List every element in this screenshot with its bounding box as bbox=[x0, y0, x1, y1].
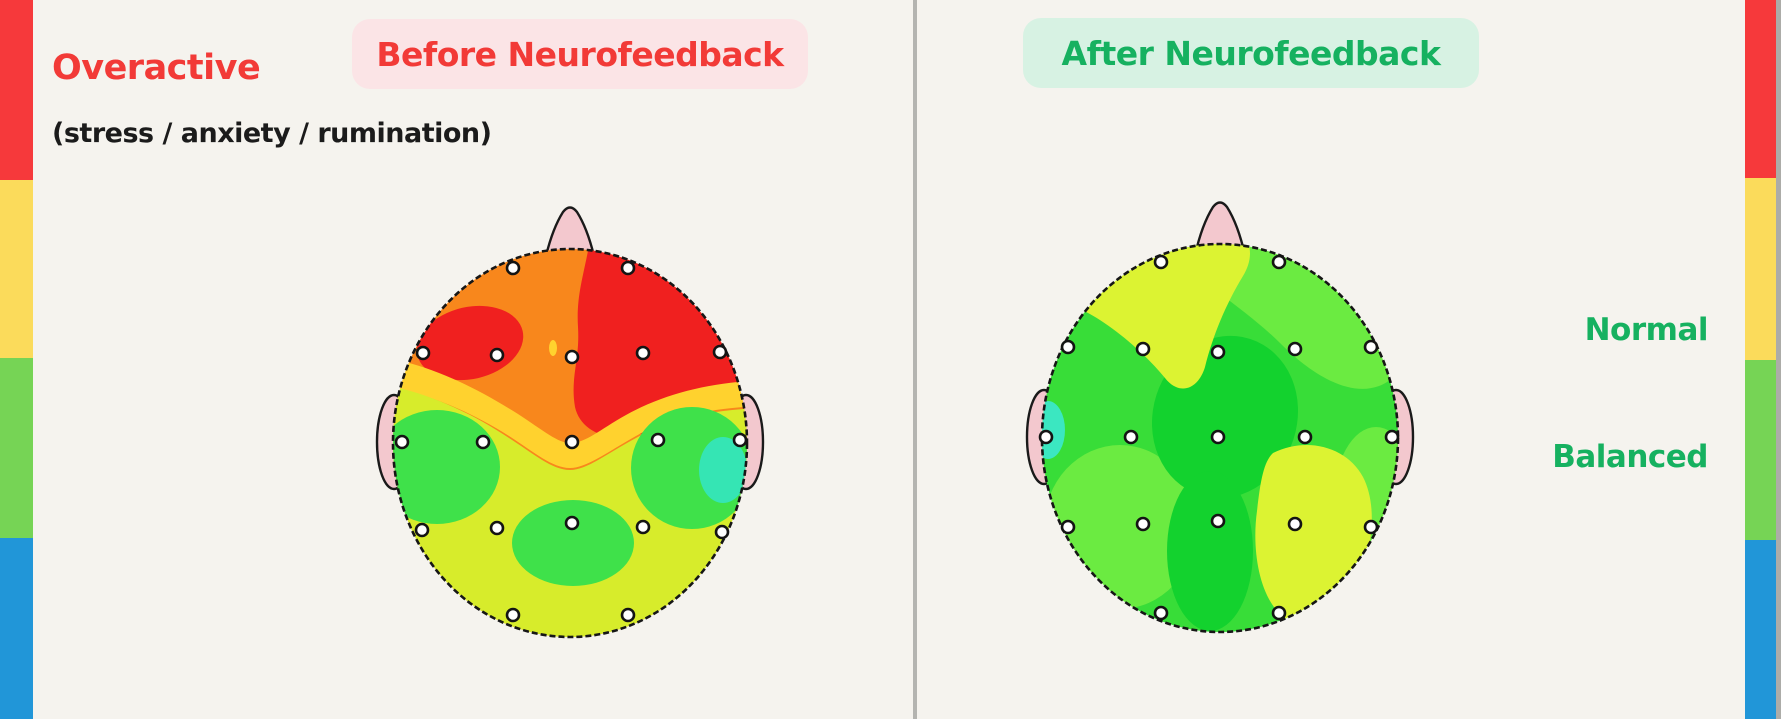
electrode-dot bbox=[1123, 429, 1139, 445]
electrode-dot bbox=[505, 260, 521, 276]
electrode-dot bbox=[505, 607, 521, 623]
after-topomap bbox=[1025, 201, 1415, 634]
scale-segment-red bbox=[1745, 0, 1777, 178]
electrode-dot bbox=[1060, 339, 1076, 355]
electrode-dot bbox=[1271, 254, 1287, 270]
electrode-dot bbox=[489, 347, 505, 363]
balanced-label: Balanced bbox=[1552, 439, 1708, 475]
after-title-badge: After Neurofeedback bbox=[1023, 18, 1479, 88]
scrollbar-strip[interactable] bbox=[1776, 0, 1781, 719]
electrode-dot bbox=[394, 434, 410, 450]
scale-segment-yellow bbox=[1745, 178, 1777, 360]
scale-segment-blue bbox=[0, 538, 33, 719]
overactive-sublabel: (stress / anxiety / rumination) bbox=[52, 118, 492, 149]
electrode-dot bbox=[1060, 519, 1076, 535]
before-topomap bbox=[375, 206, 765, 639]
electrode-dot bbox=[714, 524, 730, 540]
left-color-scale bbox=[0, 0, 33, 719]
scale-segment-green bbox=[1745, 360, 1777, 540]
electrode-dot bbox=[620, 260, 636, 276]
electrode-dot bbox=[564, 515, 580, 531]
electrode-dot bbox=[1210, 344, 1226, 360]
electrode-dot bbox=[1210, 513, 1226, 529]
electrode-dot bbox=[732, 432, 748, 448]
electrode-dot bbox=[635, 345, 651, 361]
electrode-dot bbox=[489, 520, 505, 536]
head-outline bbox=[391, 247, 749, 639]
electrode-dot bbox=[1135, 341, 1151, 357]
electrode-dot bbox=[620, 607, 636, 623]
electrode-dot bbox=[1363, 339, 1379, 355]
electrode-dot bbox=[1135, 516, 1151, 532]
electrode-dot bbox=[1271, 605, 1287, 621]
electrode-dot bbox=[1153, 254, 1169, 270]
electrode-dot bbox=[635, 519, 651, 535]
scale-segment-blue bbox=[1745, 540, 1777, 719]
electrode-dot bbox=[564, 434, 580, 450]
electrode-dot bbox=[415, 345, 431, 361]
electrode-dot bbox=[475, 434, 491, 450]
normal-label: Normal bbox=[1584, 312, 1709, 348]
electrode-dot bbox=[1210, 429, 1226, 445]
scale-segment-red bbox=[0, 0, 33, 180]
scale-segment-green bbox=[0, 358, 33, 538]
electrode-dot bbox=[1384, 429, 1400, 445]
right-color-scale bbox=[1745, 0, 1777, 719]
scale-segment-yellow bbox=[0, 180, 33, 358]
electrode-dot bbox=[1287, 516, 1303, 532]
electrode-grid bbox=[1038, 254, 1400, 621]
before-activity-map bbox=[393, 249, 747, 637]
electrode-dot bbox=[1153, 605, 1169, 621]
overactive-label: Overactive bbox=[52, 48, 261, 88]
electrode-dot bbox=[1363, 519, 1379, 535]
electrode-dot bbox=[414, 522, 430, 538]
before-title-badge: Before Neurofeedback bbox=[352, 19, 808, 89]
panel-divider bbox=[913, 0, 917, 719]
electrode-grid bbox=[394, 260, 748, 623]
after-activity-map bbox=[1042, 244, 1398, 632]
electrode-dot bbox=[1287, 341, 1303, 357]
electrode-dot bbox=[1297, 429, 1313, 445]
electrode-dot bbox=[1038, 429, 1054, 445]
electrode-dot bbox=[564, 349, 580, 365]
electrode-dot bbox=[712, 344, 728, 360]
electrode-dot bbox=[650, 432, 666, 448]
